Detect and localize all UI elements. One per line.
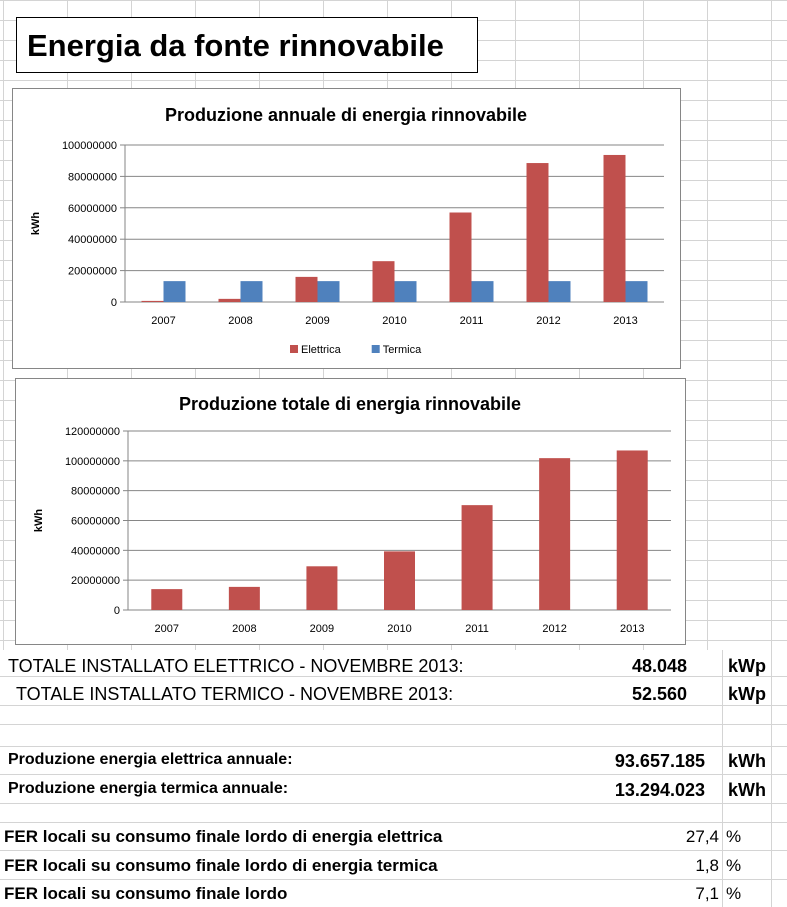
chart1-x-tick-label: 2010 <box>382 315 406 327</box>
prod-electric-value: 93.657.185 <box>614 751 705 771</box>
chart1-y-axis-label: kWh <box>30 212 42 236</box>
prod-electric-unit: kWh <box>728 751 766 771</box>
chart1-bar-termica <box>471 281 494 302</box>
fer-thermal-value: 1,8 <box>695 856 719 875</box>
chart1-x-tick-label: 2007 <box>151 315 175 327</box>
chart2-x-tick-label: 2008 <box>232 623 256 635</box>
installed-electric-label: TOTALE INSTALLATO ELETTRICO - NOVEMBRE 2… <box>8 656 464 676</box>
chart1-legend-label: Elettrica <box>301 344 342 356</box>
chart1-bar-termica <box>317 281 340 302</box>
chart1-bar-elettrica <box>295 276 318 302</box>
chart1-bar-elettrica <box>218 298 241 302</box>
prod-thermal-unit: kWh <box>728 780 766 800</box>
chart2-x-tick-label: 2011 <box>465 623 489 635</box>
installed-electric-row: TOTALE INSTALLATO ELETTRICO - NOVEMBRE 2… <box>0 656 787 678</box>
chart1-bar-termica <box>240 281 263 302</box>
installed-thermal-row: TOTALE INSTALLATO TERMICO - NOVEMBRE 201… <box>0 684 787 706</box>
chart2-y-tick-label: 20000000 <box>71 575 120 587</box>
chart1-y-tick-label: 80000000 <box>68 171 117 183</box>
chart2-y-tick-label: 100000000 <box>65 456 120 468</box>
chart1-x-tick-label: 2013 <box>613 315 637 327</box>
chart1-legend-swatch <box>290 345 298 353</box>
chart1-y-tick-label: 60000000 <box>68 203 117 215</box>
prod-electric-label: Produzione energia elettrica annuale: <box>8 751 293 768</box>
installed-electric-value: 48.048 <box>631 656 687 676</box>
installed-thermal-unit: kWp <box>728 684 766 704</box>
chart1-x-tick-label: 2008 <box>228 315 252 327</box>
fer-electric-value: 27,4 <box>685 827 719 846</box>
annual-production-chart-svg: Produzione annuale di energia rinnovabil… <box>30 105 664 356</box>
chart1-x-tick-label: 2011 <box>460 315 484 327</box>
chart2-y-tick-label: 60000000 <box>71 516 120 528</box>
chart1-y-tick-label: 100000000 <box>62 140 117 152</box>
chart2-title: Produzione totale di energia rinnovabile <box>179 394 521 414</box>
chart1-x-tick-label: 2012 <box>536 315 560 327</box>
chart2-bar-total <box>461 505 493 610</box>
chart1-bar-elettrica <box>372 261 395 302</box>
chart1-legend-label: Termica <box>383 344 422 356</box>
fer-electric-unit: % <box>726 827 742 846</box>
chart2-bar-total <box>539 458 571 610</box>
chart2-y-tick-label: 40000000 <box>71 545 120 557</box>
installed-thermal-label: TOTALE INSTALLATO TERMICO - NOVEMBRE 201… <box>16 684 454 704</box>
fer-thermal-unit: % <box>726 856 742 875</box>
chart1-x-tick-label: 2009 <box>305 315 329 327</box>
chart1-bar-termica <box>625 281 648 302</box>
chart1-bar-elettrica <box>526 163 549 302</box>
chart2-y-tick-label: 80000000 <box>71 486 120 498</box>
total-production-chart[interactable]: Produzione totale di energia rinnovabile… <box>15 378 686 645</box>
chart1-bar-termica <box>394 281 417 302</box>
chart2-y-tick-label: 120000000 <box>65 426 120 438</box>
prod-thermal-label: Produzione energia termica annuale: <box>8 780 289 797</box>
chart2-x-tick-label: 2013 <box>620 623 644 635</box>
fer-total-row: FER locali su consumo finale lordo 7,1 % <box>0 884 787 906</box>
chart1-bar-elettrica <box>603 154 626 302</box>
chart1-y-tick-label: 0 <box>111 297 117 309</box>
chart2-bar-total <box>306 566 338 610</box>
fer-electric-label: FER locali su consumo finale lordo di en… <box>4 827 443 846</box>
chart1-bar-elettrica <box>449 212 472 302</box>
prod-thermal-value: 13.294.023 <box>614 780 705 800</box>
chart2-x-tick-label: 2009 <box>310 623 334 635</box>
fer-thermal-row: FER locali su consumo finale lordo di en… <box>0 856 787 878</box>
fer-thermal-label: FER locali su consumo finale lordo di en… <box>4 856 438 875</box>
chart1-title: Produzione annuale di energia rinnovabil… <box>165 105 527 125</box>
prod-electric-row: Produzione energia elettrica annuale: 93… <box>0 751 787 773</box>
chart1-legend-swatch <box>371 345 380 353</box>
annual-production-chart[interactable]: Produzione annuale di energia rinnovabil… <box>12 88 681 369</box>
summary-section: TOTALE INSTALLATO ELETTRICO - NOVEMBRE 2… <box>0 650 787 907</box>
fer-total-value: 7,1 <box>695 884 719 903</box>
chart2-bar-total <box>151 589 183 610</box>
chart1-y-tick-label: 40000000 <box>68 234 117 246</box>
chart1-y-tick-label: 20000000 <box>68 266 117 278</box>
chart2-bar-total <box>228 586 260 610</box>
total-production-chart-svg: Produzione totale di energia rinnovabile… <box>33 394 671 635</box>
chart2-x-tick-label: 2012 <box>542 623 566 635</box>
chart2-x-tick-label: 2010 <box>387 623 411 635</box>
fer-total-unit: % <box>726 884 742 903</box>
installed-thermal-value: 52.560 <box>631 684 687 704</box>
fer-electric-row: FER locali su consumo finale lordo di en… <box>0 827 787 849</box>
prod-thermal-row: Produzione energia termica annuale: 13.2… <box>0 780 787 802</box>
page-title: Energia da fonte rinnovabile <box>16 17 478 73</box>
chart1-bar-termica <box>163 281 186 302</box>
chart2-bar-total <box>384 551 415 610</box>
chart2-y-axis-label: kWh <box>33 509 45 533</box>
chart2-x-tick-label: 2007 <box>155 623 179 635</box>
chart2-y-tick-label: 0 <box>114 605 120 617</box>
chart1-bar-termica <box>548 281 571 302</box>
fer-total-label: FER locali su consumo finale lordo <box>4 884 288 903</box>
chart1-bar-elettrica <box>141 300 164 302</box>
installed-electric-unit: kWp <box>728 656 766 676</box>
chart2-bar-total <box>616 450 648 610</box>
